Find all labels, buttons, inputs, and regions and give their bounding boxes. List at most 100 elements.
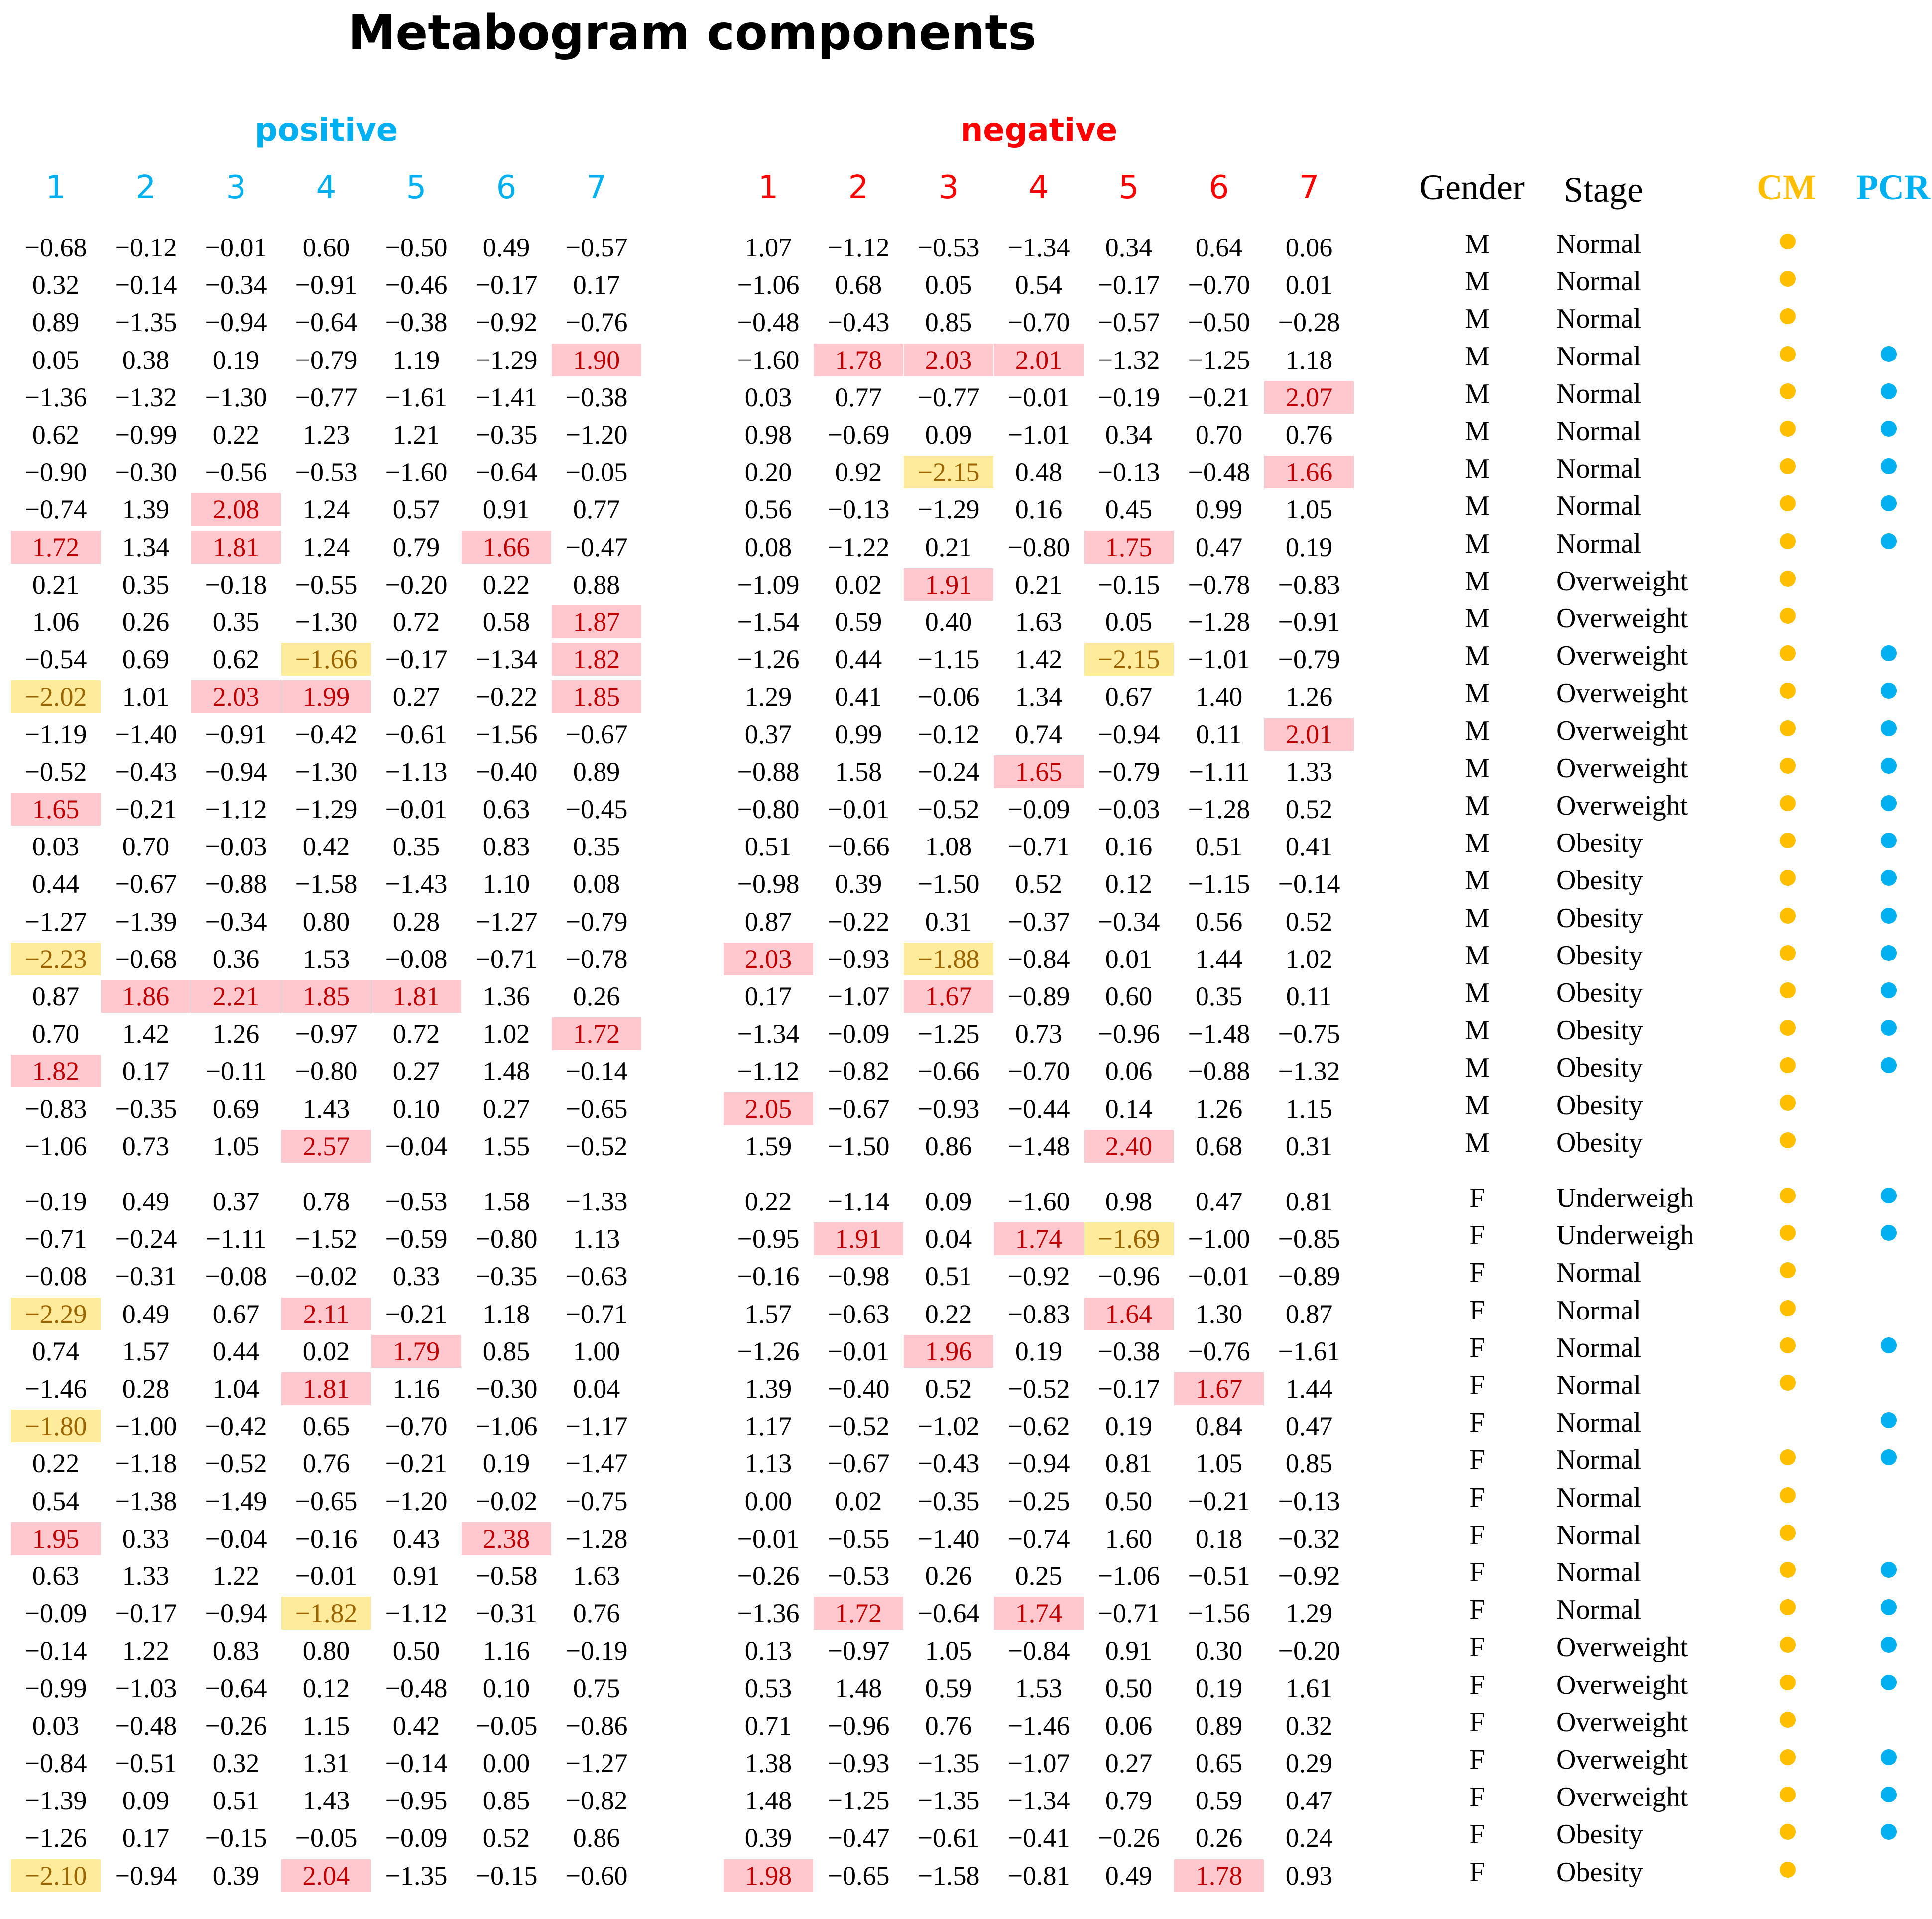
cm-dot-r19 [1780, 908, 1796, 924]
cell-negative-r4-c5: −1.32 [1084, 344, 1174, 376]
stage-r11: Overweight [1556, 602, 1688, 635]
cell-negative-r24-c3: −0.93 [904, 1092, 993, 1125]
cell-positive-r10-c7: 0.88 [552, 568, 641, 601]
gender-r19: M [1443, 902, 1512, 935]
cm-dot-r7 [1780, 458, 1796, 474]
cell-positive-r17-c6: 0.83 [462, 830, 551, 863]
cell-negative-r33-c3: −0.43 [904, 1447, 993, 1480]
cell-positive-r25-c7: −0.52 [552, 1130, 641, 1163]
pcr-dot-r42 [1881, 1787, 1897, 1802]
cell-positive-r41-c3: 0.32 [191, 1747, 281, 1780]
cell-positive-r18-c5: −1.43 [371, 867, 461, 900]
cell-positive-r6-c1: 0.62 [11, 418, 101, 451]
column-header-negative-3: 3 [904, 169, 993, 206]
cell-negative-r15-c7: 1.33 [1264, 755, 1354, 788]
cell-negative-r30-c1: −1.26 [724, 1335, 813, 1368]
cell-positive-r34-c6: −0.02 [462, 1485, 551, 1518]
cell-positive-r26-c6: 1.58 [462, 1185, 551, 1218]
cell-positive-r30-c4: 0.02 [281, 1335, 371, 1368]
cm-dot-r8 [1780, 495, 1796, 511]
cell-positive-r30-c2: 1.57 [101, 1335, 191, 1368]
cell-negative-r23-c5: 0.06 [1084, 1055, 1174, 1087]
cell-negative-r41-c1: 1.38 [724, 1747, 813, 1780]
cell-positive-r10-c1: 0.21 [11, 568, 101, 601]
cell-positive-r25-c6: 1.55 [462, 1130, 551, 1163]
cell-positive-r43-c7: 0.86 [552, 1821, 641, 1854]
cell-positive-r18-c6: 1.10 [462, 867, 551, 900]
cell-negative-r18-c1: −0.98 [724, 867, 813, 900]
cell-negative-r39-c4: 1.53 [994, 1672, 1084, 1705]
cell-negative-r8-c5: 0.45 [1084, 493, 1174, 526]
cell-negative-r11-c3: 0.40 [904, 605, 993, 638]
cell-negative-r28-c1: −0.16 [724, 1260, 813, 1293]
cell-positive-r1-c1: −0.68 [11, 231, 101, 264]
cell-negative-r34-c6: −0.21 [1174, 1485, 1264, 1518]
cell-negative-r28-c7: −0.89 [1264, 1260, 1354, 1293]
cell-negative-r33-c5: 0.81 [1084, 1447, 1174, 1480]
cell-negative-r2-c6: −0.70 [1174, 268, 1264, 301]
cell-negative-r12-c4: 1.42 [994, 643, 1084, 676]
cell-positive-r26-c1: −0.19 [11, 1185, 101, 1218]
cell-negative-r28-c6: −0.01 [1174, 1260, 1264, 1293]
cell-positive-r13-c1: −2.02 [11, 680, 101, 713]
cell-negative-r43-c2: −0.47 [814, 1821, 903, 1854]
cell-negative-r20-c4: −0.84 [994, 943, 1084, 975]
gender-r18: M [1443, 864, 1512, 897]
cell-positive-r22-c7: 1.72 [552, 1017, 641, 1050]
cell-positive-r23-c2: 0.17 [101, 1055, 191, 1087]
cell-negative-r22-c7: −0.75 [1264, 1017, 1354, 1050]
cell-positive-r17-c7: 0.35 [552, 830, 641, 863]
cell-positive-r7-c2: −0.30 [101, 456, 191, 488]
cell-positive-r29-c1: −2.29 [11, 1298, 101, 1330]
cell-positive-r16-c5: −0.01 [371, 793, 461, 826]
cell-negative-r27-c2: 1.91 [814, 1222, 903, 1255]
cell-negative-r6-c6: 0.70 [1174, 418, 1264, 451]
cell-negative-r31-c3: 0.52 [904, 1372, 993, 1405]
cell-negative-r26-c3: 0.09 [904, 1185, 993, 1218]
cell-positive-r28-c2: −0.31 [101, 1260, 191, 1293]
stage-r17: Obesity [1556, 827, 1643, 859]
pcr-dot-r38 [1881, 1637, 1897, 1653]
cell-positive-r41-c4: 1.31 [281, 1747, 371, 1780]
cell-positive-r42-c5: −0.95 [371, 1784, 461, 1817]
cm-dot-r39 [1780, 1675, 1796, 1690]
cell-negative-r3-c7: −0.28 [1264, 306, 1354, 339]
cell-positive-r17-c2: 0.70 [101, 830, 191, 863]
cell-positive-r18-c1: 0.44 [11, 867, 101, 900]
cell-positive-r40-c2: −0.48 [101, 1709, 191, 1742]
gender-r37: F [1443, 1593, 1512, 1626]
cell-negative-r37-c2: 1.72 [814, 1597, 903, 1630]
cell-negative-r15-c3: −0.24 [904, 755, 993, 788]
cell-negative-r24-c2: −0.67 [814, 1092, 903, 1125]
cell-negative-r16-c3: −0.52 [904, 793, 993, 826]
cell-negative-r2-c7: 0.01 [1264, 268, 1354, 301]
stage-r27: Underweigh [1556, 1219, 1694, 1252]
cell-positive-r19-c5: 0.28 [371, 905, 461, 938]
cell-positive-r14-c2: −1.40 [101, 718, 191, 751]
cell-negative-r27-c4: 1.74 [994, 1222, 1084, 1255]
cell-positive-r28-c3: −0.08 [191, 1260, 281, 1293]
cell-negative-r29-c7: 0.87 [1264, 1298, 1354, 1330]
cm-dot-r21 [1780, 982, 1796, 998]
pcr-dot-r18 [1881, 870, 1897, 886]
cell-positive-r23-c1: 1.82 [11, 1055, 101, 1087]
cell-positive-r5-c1: −1.36 [11, 381, 101, 414]
cell-negative-r9-c1: 0.08 [724, 531, 813, 564]
gender-r38: F [1443, 1631, 1512, 1664]
cell-positive-r42-c7: −0.82 [552, 1784, 641, 1817]
cell-positive-r4-c2: 0.38 [101, 344, 191, 376]
stage-r29: Normal [1556, 1294, 1641, 1327]
cell-negative-r43-c5: −0.26 [1084, 1821, 1174, 1854]
cell-positive-r38-c7: −0.19 [552, 1634, 641, 1667]
cell-negative-r20-c5: 0.01 [1084, 943, 1174, 975]
cell-negative-r34-c3: −0.35 [904, 1485, 993, 1518]
cell-negative-r21-c7: 0.11 [1264, 980, 1354, 1013]
cm-dot-r44 [1780, 1862, 1796, 1878]
cell-negative-r8-c2: −0.13 [814, 493, 903, 526]
gender-r16: M [1443, 789, 1512, 822]
cell-negative-r41-c3: −1.35 [904, 1747, 993, 1780]
cell-positive-r41-c6: 0.00 [462, 1747, 551, 1780]
cell-positive-r24-c6: 0.27 [462, 1092, 551, 1125]
cell-negative-r41-c2: −0.93 [814, 1747, 903, 1780]
pcr-dot-r33 [1881, 1449, 1897, 1465]
